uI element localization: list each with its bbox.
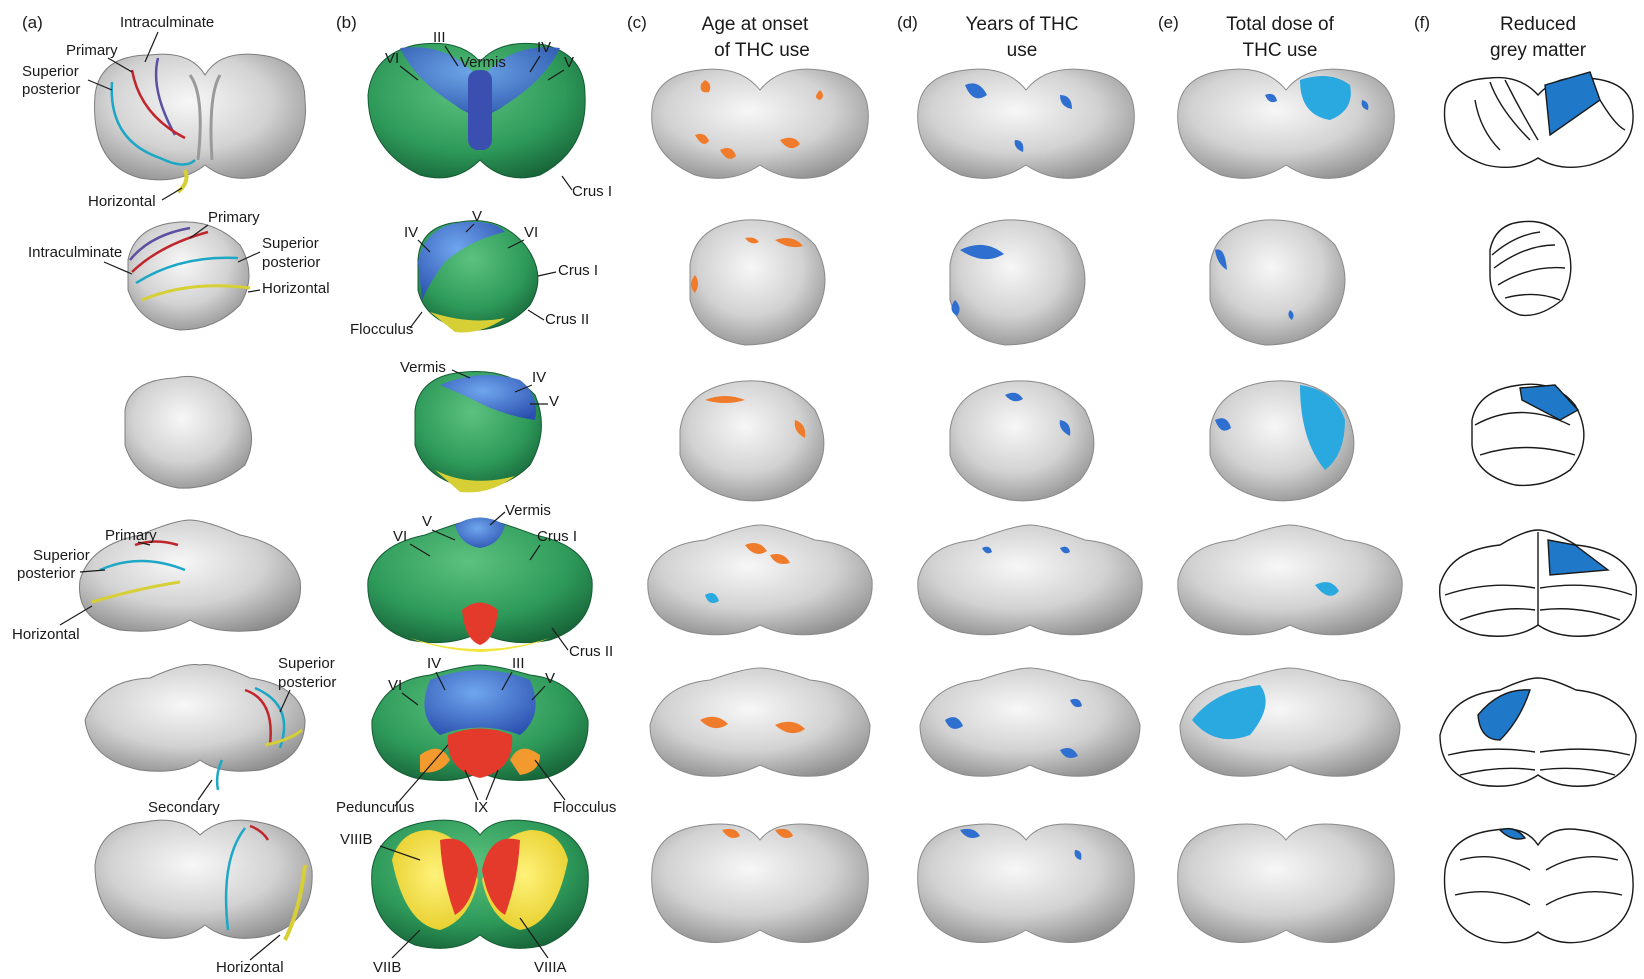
label-a4-superior: Superior	[33, 547, 90, 564]
label-a2-superior: Superior	[262, 235, 319, 252]
label-a2-primary: Primary	[208, 209, 260, 226]
panel-c-title-line2: of THC use	[714, 40, 810, 61]
label-b1-iii: III	[433, 29, 446, 46]
label-b3-v: V	[549, 393, 559, 410]
panel-f-title-line1: Reduced	[1500, 14, 1576, 35]
label-b4-vermis: Vermis	[505, 502, 551, 519]
label-a1-primary: Primary	[66, 42, 118, 59]
label-b2-v: V	[472, 208, 482, 225]
schematic-f1	[1443, 76, 1634, 168]
panel-e-title-line1: Total dose of	[1226, 14, 1334, 35]
cerebellum-e2	[1209, 219, 1346, 346]
cerebellum-c6	[651, 823, 869, 943]
panel-a: Intraculminate Primary Superior posterio…	[12, 14, 336, 976]
label-b6-viib: VIIB	[373, 959, 401, 976]
label-b2-vi: VI	[524, 224, 538, 241]
label-a5-posterior: posterior	[278, 674, 336, 691]
schematic-f5	[1439, 677, 1637, 787]
label-b2-iv: IV	[404, 224, 418, 241]
label-b5-iv: IV	[427, 655, 441, 672]
cerebellum-e1	[1177, 68, 1395, 179]
label-b1-crus-i: Crus I	[572, 183, 612, 200]
panel-d	[917, 68, 1143, 943]
cerebellum-d5	[919, 667, 1141, 777]
label-b5-iii: III	[512, 655, 525, 672]
label-b4-crus-i: Crus I	[537, 528, 577, 545]
cerebellum-c3	[679, 380, 825, 502]
label-a1-superior: Superior	[22, 63, 79, 80]
label-b1-vi: VI	[385, 50, 399, 67]
panel-e	[1177, 68, 1403, 943]
panel-headers: (a) (b) (c) (d) (e) (f) Age at onset of …	[22, 13, 1587, 61]
cerebellum-c1	[651, 68, 869, 179]
label-b1-v: V	[564, 54, 574, 71]
label-a1-horizontal: Horizontal	[88, 193, 156, 210]
label-b5-pedunculus: Pedunculus	[336, 799, 414, 816]
panel-f	[1439, 71, 1637, 944]
panel-letter-e: (e)	[1158, 13, 1179, 32]
cerebellum-d1	[917, 68, 1135, 179]
label-a2-intraculminate: Intraculminate	[28, 244, 122, 261]
label-a5-superior: Superior	[278, 655, 335, 672]
label-b2-crus-ii: Crus II	[545, 311, 589, 328]
cerebellum-a2	[127, 221, 250, 331]
cerebellum-c5	[649, 667, 871, 777]
label-b1-vermis: Vermis	[460, 54, 506, 71]
label-b1-iv: IV	[537, 39, 551, 56]
cerebellum-d4	[917, 524, 1143, 636]
panel-f-title-line2: grey matter	[1490, 40, 1587, 61]
label-b5-ix: IX	[474, 799, 488, 816]
cerebellum-e4	[1177, 524, 1403, 636]
cerebellum-a4	[79, 519, 301, 632]
panel-c-title-line1: Age at onset	[702, 14, 809, 35]
panel-letter-c: (c)	[627, 13, 647, 32]
label-b6-viiib: VIIIB	[340, 831, 373, 848]
label-b3-iv: IV	[532, 369, 546, 386]
label-a4-posterior: posterior	[17, 565, 75, 582]
cerebellum-c2	[689, 219, 826, 346]
label-b4-vi: VI	[393, 528, 407, 545]
cerebellum-d6	[917, 823, 1135, 943]
label-b5-flocculus: Flocculus	[553, 799, 616, 816]
label-a1-posterior: posterior	[22, 81, 80, 98]
label-a2-horizontal: Horizontal	[262, 280, 330, 297]
cerebellum-d2	[949, 219, 1086, 346]
label-b2-flocculus: Flocculus	[350, 321, 413, 338]
label-a2-posterior: posterior	[262, 254, 320, 271]
label-b2-crus-i: Crus I	[558, 262, 598, 279]
label-b4-v: V	[422, 513, 432, 530]
label-b6-viiia: VIIIA	[534, 959, 567, 976]
panel-d-title-line1: Years of THC	[966, 14, 1079, 35]
panel-letter-a: (a)	[22, 13, 43, 32]
label-b4-crus-ii: Crus II	[569, 643, 613, 660]
label-b5-v: V	[545, 670, 555, 687]
lobule-map-b4	[367, 517, 593, 644]
cerebellum-a5	[84, 664, 306, 772]
schematic-f2	[1489, 220, 1572, 317]
label-a4-horizontal: Horizontal	[12, 626, 80, 643]
label-a1-intraculminate: Intraculminate	[120, 14, 214, 31]
panel-e-title-line2: THC use	[1243, 40, 1318, 61]
panel-b: III VI Vermis IV V Crus I V IV VI Crus I…	[336, 29, 616, 976]
label-a6-horizontal: Horizontal	[216, 959, 284, 976]
label-a4-primary: Primary	[105, 527, 157, 544]
label-a5-secondary: Secondary	[148, 799, 220, 816]
cerebellum-a6	[94, 819, 313, 939]
cerebellum-a3	[124, 375, 252, 489]
panel-c	[647, 68, 873, 943]
panel-letter-d: (d)	[897, 13, 918, 32]
panel-letter-b: (b)	[336, 13, 357, 32]
label-b3-vermis: Vermis	[400, 359, 446, 376]
cerebellum-d3	[949, 380, 1095, 502]
panel-d-title-line2: use	[1007, 40, 1038, 61]
cerebellum-c4	[647, 524, 873, 636]
cerebellum-e6	[1177, 823, 1395, 943]
panel-letter-f: (f)	[1414, 13, 1430, 32]
label-b5-vi: VI	[388, 677, 402, 694]
schematic-f6	[1443, 828, 1634, 944]
